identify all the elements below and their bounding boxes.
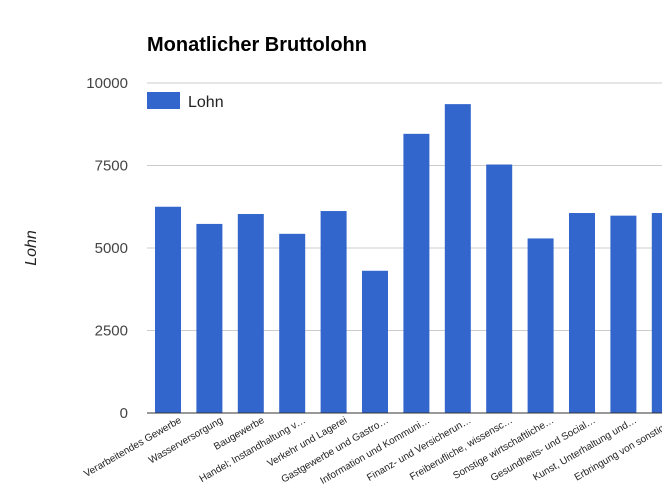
legend[interactable]: Lohn xyxy=(147,92,224,111)
y-tick-label: 10000 xyxy=(86,75,128,92)
bars xyxy=(155,104,662,414)
bar[interactable] xyxy=(444,104,471,414)
bar[interactable] xyxy=(155,206,181,413)
bar[interactable] xyxy=(569,213,595,413)
y-axis-ticks: 0 2500 5000 7500 10000 xyxy=(86,75,128,422)
x-axis-ticks: Verarbeitendes GewerbeWasserversorgungBa… xyxy=(82,415,662,487)
chart-title: Monatlicher Bruttolohn xyxy=(147,34,367,56)
bar[interactable] xyxy=(486,164,513,413)
bar[interactable] xyxy=(527,238,554,413)
legend-label-lohn: Lohn xyxy=(188,94,224,111)
bar[interactable] xyxy=(362,270,388,413)
y-tick-label: 7500 xyxy=(95,158,128,175)
bar[interactable] xyxy=(651,213,662,413)
bar[interactable] xyxy=(403,133,430,413)
bar[interactable] xyxy=(237,214,264,413)
y-axis-label: Lohn xyxy=(23,230,40,266)
y-tick-label: 5000 xyxy=(95,240,128,257)
bar[interactable] xyxy=(196,223,223,413)
bar[interactable] xyxy=(279,233,306,413)
legend-swatch-lohn xyxy=(147,92,180,109)
bar[interactable] xyxy=(610,215,637,413)
y-tick-label: 0 xyxy=(120,405,128,422)
bar[interactable] xyxy=(320,211,347,413)
x-tick-label: Wasserversorgung xyxy=(147,415,225,466)
y-tick-label: 2500 xyxy=(95,323,128,340)
